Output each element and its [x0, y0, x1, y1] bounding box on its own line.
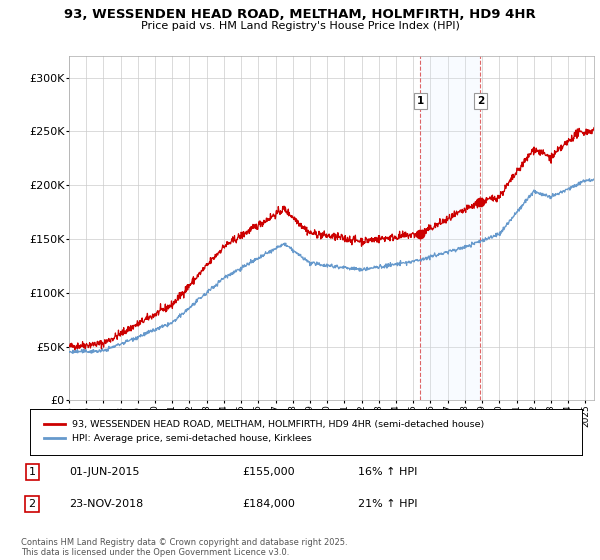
Text: Price paid vs. HM Land Registry's House Price Index (HPI): Price paid vs. HM Land Registry's House … [140, 21, 460, 31]
Text: 2: 2 [29, 499, 36, 509]
Text: £184,000: £184,000 [242, 499, 295, 509]
Legend: 93, WESSENDEN HEAD ROAD, MELTHAM, HOLMFIRTH, HD9 4HR (semi-detached house), HPI:: 93, WESSENDEN HEAD ROAD, MELTHAM, HOLMFI… [40, 417, 488, 447]
Text: Contains HM Land Registry data © Crown copyright and database right 2025.
This d: Contains HM Land Registry data © Crown c… [21, 538, 347, 557]
Text: 01-JUN-2015: 01-JUN-2015 [70, 467, 140, 477]
Text: 1: 1 [29, 467, 35, 477]
Text: 93, WESSENDEN HEAD ROAD, MELTHAM, HOLMFIRTH, HD9 4HR: 93, WESSENDEN HEAD ROAD, MELTHAM, HOLMFI… [64, 8, 536, 21]
Text: 2: 2 [477, 96, 484, 106]
Text: £155,000: £155,000 [242, 467, 295, 477]
Text: 21% ↑ HPI: 21% ↑ HPI [358, 499, 417, 509]
Bar [421, 56, 481, 400]
Text: 1: 1 [417, 96, 424, 106]
Text: 23-NOV-2018: 23-NOV-2018 [70, 499, 144, 509]
Text: 16% ↑ HPI: 16% ↑ HPI [358, 467, 417, 477]
